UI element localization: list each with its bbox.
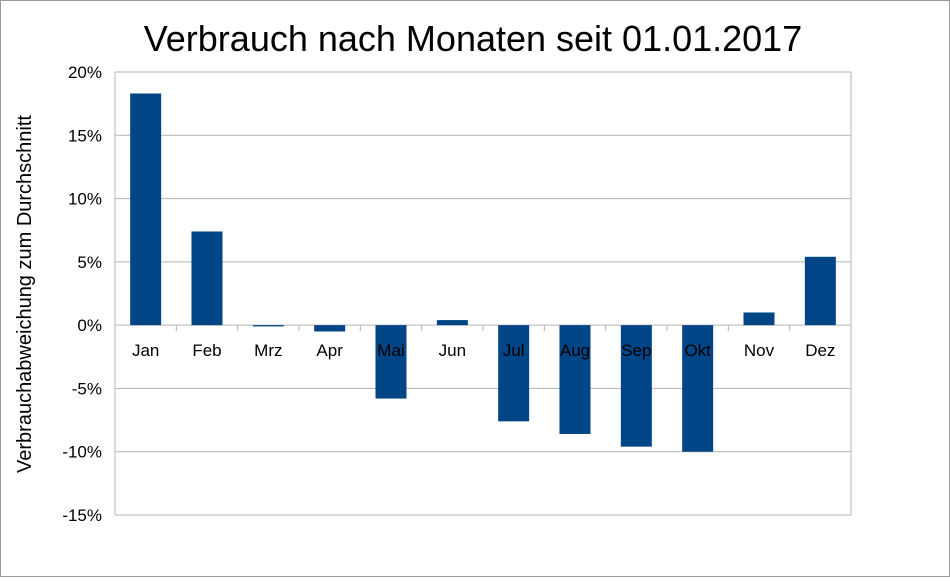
- x-tick-label: Jul: [503, 341, 525, 360]
- bar-mai: [375, 325, 407, 399]
- bar-feb: [191, 231, 223, 326]
- x-tick-label: Jan: [132, 341, 159, 360]
- y-tick-label: 20%: [68, 63, 102, 82]
- bar-okt: [682, 325, 714, 452]
- bar-apr: [314, 325, 346, 332]
- x-tick-label: Mrz: [254, 341, 282, 360]
- bar-sep: [620, 325, 652, 447]
- bar-jun: [436, 320, 468, 326]
- y-tick-label: 10%: [68, 190, 102, 209]
- y-tick-label: -10%: [62, 443, 102, 462]
- bar-nov: [743, 312, 775, 326]
- x-tick-label: Nov: [744, 341, 775, 360]
- x-tick-label: Jun: [439, 341, 466, 360]
- x-tick-label: Feb: [192, 341, 221, 360]
- bar-dez: [804, 256, 836, 326]
- x-tick-label: Mai: [377, 341, 404, 360]
- y-axis-label: Verbrauchabweichung zum Durchschnitt: [14, 115, 36, 473]
- bar-jan: [130, 93, 162, 326]
- x-tick-label: Sep: [621, 341, 651, 360]
- y-tick-label: -5%: [72, 379, 102, 398]
- bar-aug: [559, 325, 591, 434]
- bar-mrz: [252, 325, 284, 327]
- x-tick-label: Aug: [560, 341, 590, 360]
- x-axis-labels: Jan Feb Mrz Apr Mai Jun Jul Aug Sep Okt Nov Dez: [132, 341, 835, 360]
- y-tick-label: 0%: [77, 316, 102, 335]
- grid-layer: [114, 71, 852, 516]
- y-tick-label: 5%: [77, 253, 102, 272]
- bar-jul: [498, 325, 530, 422]
- y-tick-label: -15%: [62, 506, 102, 525]
- x-tick-label: Okt: [684, 341, 711, 360]
- x-tick-label: Dez: [805, 341, 835, 360]
- y-tick-label: 15%: [68, 126, 102, 145]
- bars-layer: [130, 93, 836, 452]
- x-tick-label: Apr: [316, 341, 343, 360]
- chart-title: Verbrauch nach Monaten seit 01.01.2017: [144, 18, 802, 59]
- y-axis-ticks: 20% 15% 10% 5% 0% -5% -10% -15%: [62, 63, 102, 525]
